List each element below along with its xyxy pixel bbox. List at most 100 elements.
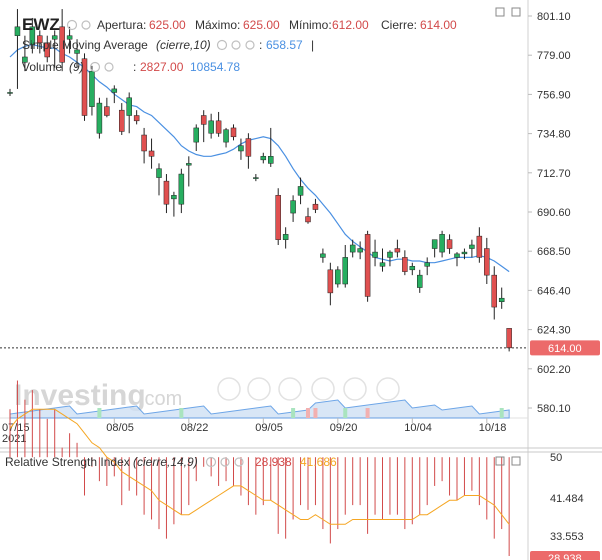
- candle-body: [387, 252, 392, 257]
- candle-body: [395, 249, 400, 253]
- candle-body: [268, 156, 273, 163]
- volume-bar: [306, 408, 310, 418]
- candle-body: [440, 234, 445, 252]
- candle-body: [484, 249, 489, 276]
- candle-body: [291, 201, 296, 213]
- high-label: Máximo:: [195, 18, 240, 32]
- candle-body: [335, 270, 340, 284]
- rsi-params: (cierre,14,9): [133, 455, 198, 469]
- candle-body: [127, 98, 132, 116]
- date-tick-label: 10/18: [479, 422, 507, 434]
- candle-body: [462, 252, 467, 254]
- candle-body: [261, 156, 266, 160]
- low-label: Mínimo:: [289, 18, 332, 32]
- candle-body: [328, 270, 333, 293]
- date-tick-label: 10/04: [404, 422, 432, 434]
- candle-body: [320, 254, 325, 258]
- rsi-tick-label: 41.484: [550, 493, 584, 505]
- price-tick-label: 779.00: [537, 50, 571, 62]
- candle-body: [179, 174, 184, 204]
- sma-colon: :: [259, 38, 262, 52]
- candle-body: [209, 121, 214, 133]
- candle-body: [164, 181, 169, 204]
- last-price-tag: 614.00: [548, 343, 582, 355]
- price-tick-label: 580.10: [537, 403, 571, 415]
- candle-body: [171, 195, 176, 199]
- candle-body: [238, 146, 243, 151]
- volume-params: (9): [69, 60, 84, 74]
- low-value: 612.00: [332, 18, 369, 32]
- candle-body: [186, 163, 191, 165]
- date-tick-label: 09/05: [255, 422, 283, 434]
- rsi-current-tag: 28.938: [548, 553, 582, 560]
- candle-body: [142, 135, 147, 151]
- candle-body: [447, 240, 452, 249]
- candle-body: [134, 116, 139, 121]
- candle-body: [97, 103, 102, 133]
- price-tick-label: 646.40: [537, 285, 571, 297]
- candle-body: [365, 234, 370, 296]
- candle-body: [231, 128, 236, 137]
- close-value: 614.00: [420, 18, 457, 32]
- date-tick-label: 09/20: [330, 422, 358, 434]
- candle-body: [224, 130, 229, 142]
- candle-body: [477, 236, 482, 257]
- candle-body: [313, 204, 318, 209]
- candle-body: [8, 92, 13, 93]
- candle-body: [469, 245, 474, 249]
- volume-label: Volume: [22, 60, 62, 74]
- date-tick-label: 08/22: [181, 422, 209, 434]
- candle-body: [410, 266, 415, 270]
- symbol-title: EWZ: [22, 15, 60, 34]
- candle-body: [89, 71, 94, 106]
- candle-body: [246, 139, 251, 157]
- candle-body: [298, 186, 303, 195]
- volume-bar: [179, 408, 183, 418]
- rsi-value2: 41.686: [300, 455, 337, 469]
- candle-body: [149, 151, 154, 156]
- candle-body: [306, 217, 311, 222]
- price-tick-label: 734.80: [537, 129, 571, 141]
- candle-body: [194, 128, 199, 142]
- open-label: Apertura:: [97, 18, 146, 32]
- candle-body: [350, 245, 355, 252]
- candle-body: [432, 240, 437, 249]
- price-tick-label: 756.90: [537, 89, 571, 101]
- candle-body: [417, 275, 422, 287]
- candle-body: [201, 116, 206, 125]
- candle-body: [380, 263, 385, 267]
- candle-body: [455, 254, 460, 258]
- candle-body: [425, 263, 430, 267]
- candle-body: [373, 252, 378, 257]
- rsi-tick-label: 33.553: [550, 531, 584, 543]
- candle-body: [492, 275, 497, 307]
- rsi-tick-label: 50: [550, 452, 562, 464]
- candle-body: [216, 121, 221, 133]
- candle-body: [283, 234, 288, 239]
- sma-value: 658.57: [266, 38, 303, 52]
- date-tick-label: 08/05: [106, 422, 134, 434]
- watermark-suffix: .com: [139, 388, 182, 410]
- year-label: 2021: [2, 433, 26, 445]
- candle-body: [402, 257, 407, 271]
- candle-body: [253, 178, 258, 179]
- rsi-label: Relative Strength Index: [5, 455, 130, 469]
- candle-body: [157, 169, 162, 178]
- candle-body: [119, 110, 124, 131]
- price-tick-label: 602.20: [537, 364, 571, 376]
- volume-bar: [97, 408, 101, 418]
- volume-colon: :: [133, 60, 136, 74]
- rsi-value1: 28.938: [255, 455, 292, 469]
- price-tick-label: 690.60: [537, 207, 571, 219]
- volume-bar: [343, 408, 347, 418]
- candle-body: [343, 257, 348, 284]
- candle-body: [15, 27, 20, 36]
- sma-bar-glyph: |: [311, 38, 314, 52]
- volume-value1: 2827.00: [140, 60, 184, 74]
- candle-body: [358, 249, 363, 253]
- sma-label: Simple Moving Average: [22, 38, 148, 52]
- close-label: Cierre:: [381, 18, 417, 32]
- volume-bar: [366, 408, 370, 418]
- high-value: 625.00: [243, 18, 280, 32]
